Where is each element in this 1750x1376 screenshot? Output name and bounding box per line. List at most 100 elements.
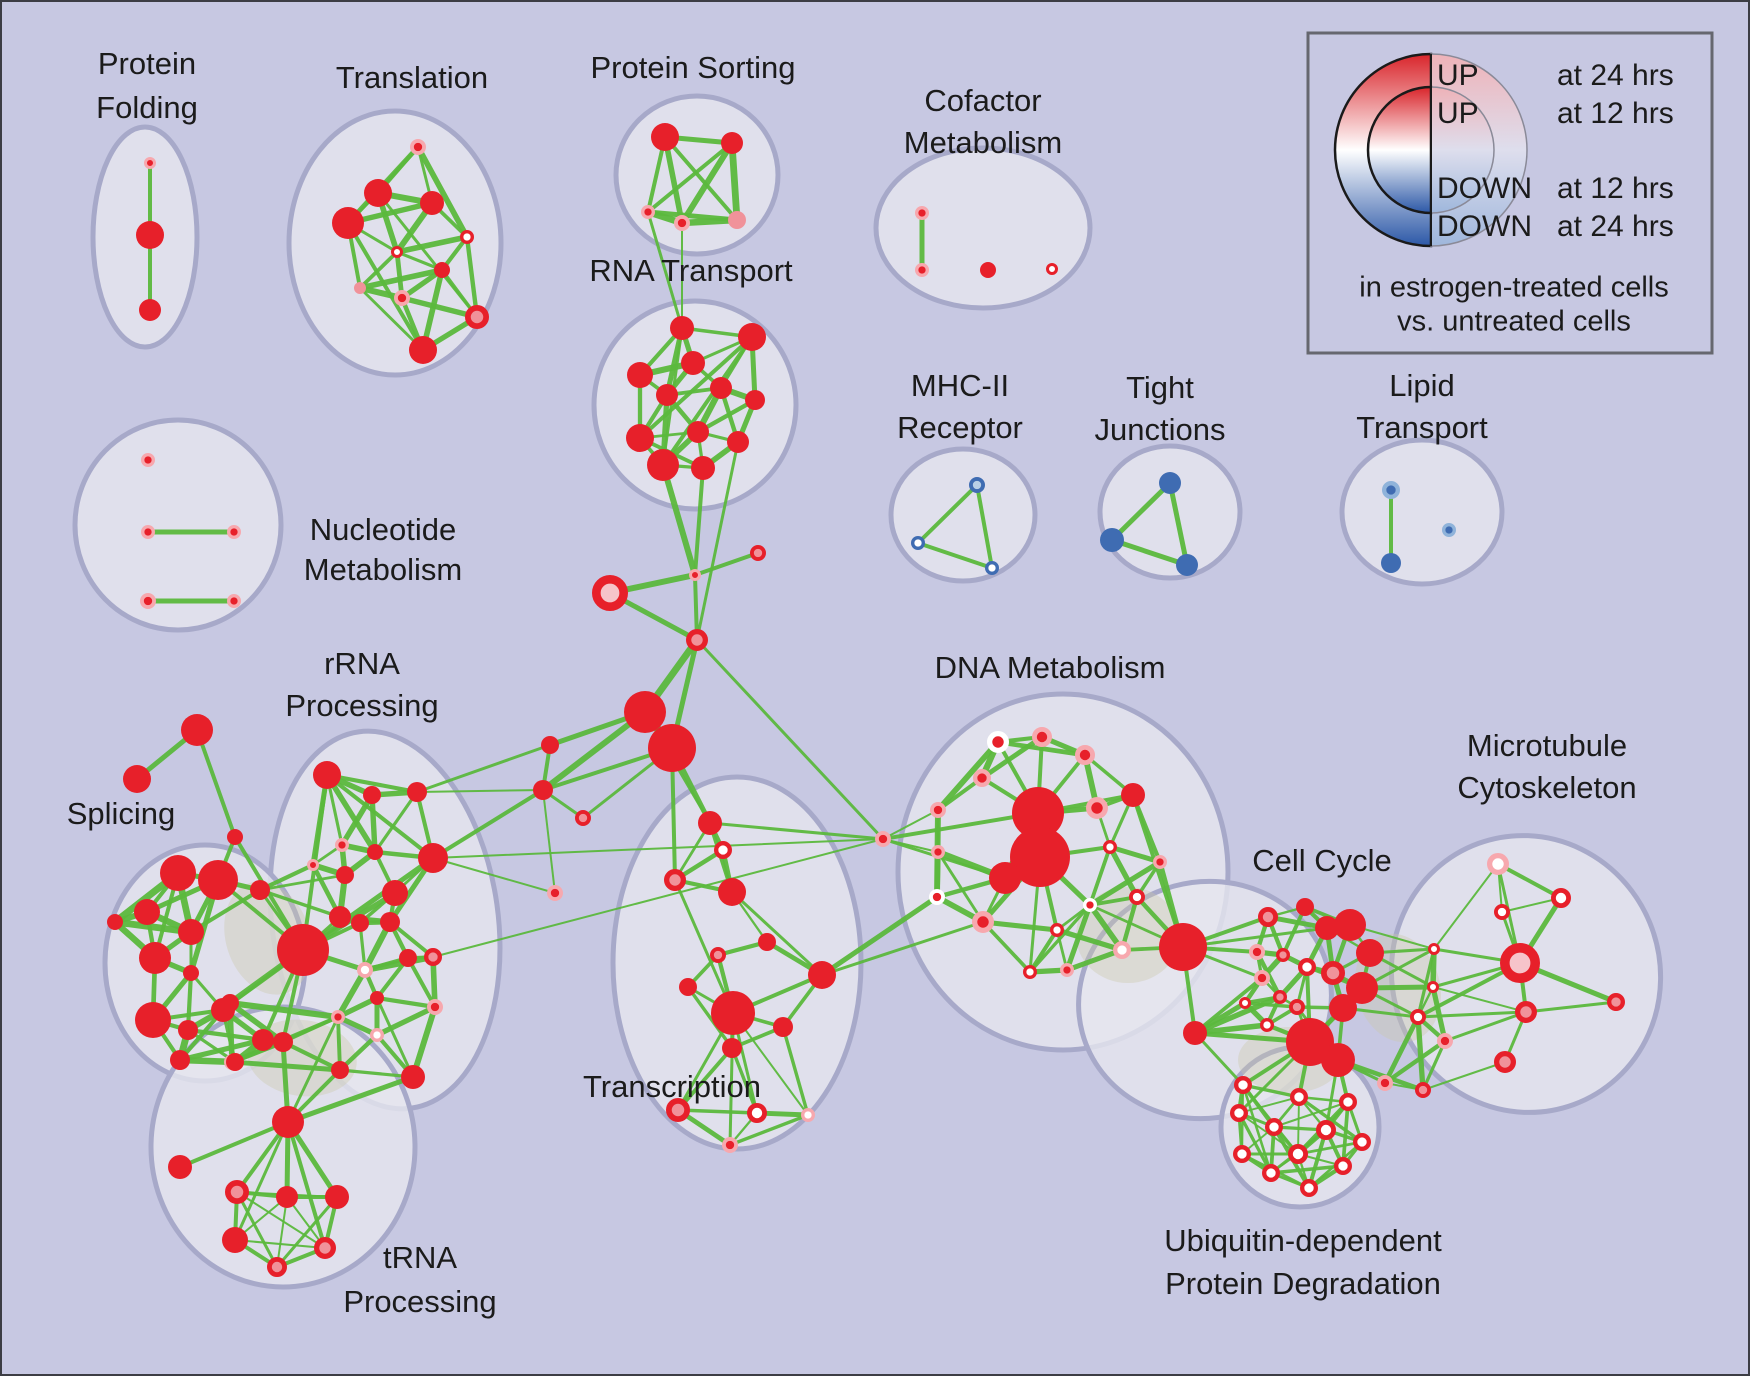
gene-node-sp-10 (170, 1050, 190, 1070)
label-ubiquitin-degradation-line0: Ubiquitin-dependent (1164, 1223, 1442, 1258)
gene-node-ub-9 (1262, 1164, 1281, 1183)
edge (374, 1004, 438, 1038)
gene-node-rr-11 (329, 906, 351, 928)
edge (410, 1004, 438, 1080)
edge (1107, 844, 1140, 900)
gene-node-rt-4 (656, 384, 678, 406)
legend-direction-3: DOWN (1437, 210, 1532, 243)
gene-node-rt-10 (647, 449, 679, 481)
gene-node-mt-6 (1494, 1051, 1517, 1074)
gene-node-tn-1 (168, 1155, 192, 1179)
gene-node-ub-1 (1290, 1088, 1309, 1107)
gene-node-dm-4 (929, 801, 946, 818)
edge (881, 811, 1040, 841)
gene-node-mh-0 (968, 477, 985, 494)
edge (662, 134, 685, 226)
gene-node-fx-12 (227, 829, 243, 845)
edge (415, 743, 552, 794)
gene-node-nm-1 (140, 524, 155, 539)
label-rna-transport-line0: RNA Transport (589, 253, 793, 288)
edge (1443, 1010, 1528, 1043)
edge (695, 440, 740, 642)
gene-node-cc-21 (1410, 1008, 1427, 1025)
label-rrna-processing-line0: rRNA (324, 646, 400, 681)
gene-node-cf-0 (914, 205, 929, 220)
gene-node-ps-2 (640, 204, 655, 219)
gene-node-mt-3 (1500, 942, 1541, 983)
gene-node-nm-0 (140, 452, 155, 467)
gene-node-dm-18 (1113, 940, 1132, 959)
gene-node-tc-9 (773, 1017, 793, 1037)
edge (1107, 844, 1163, 865)
label-cofactor-metabolism-line1: Metabolism (904, 125, 1063, 160)
gene-node-rr-15 (399, 949, 417, 967)
edge (1307, 1128, 1328, 1190)
legend-direction-0: UP (1437, 59, 1479, 92)
edge (1109, 480, 1173, 543)
edge (819, 894, 940, 978)
edge (882, 809, 939, 840)
gene-node-ub-10 (1334, 1157, 1353, 1176)
gene-node-fx-13 (874, 830, 891, 847)
edge (981, 920, 1032, 974)
gene-node-tn-7 (266, 1257, 287, 1278)
gene-node-dm-2 (1075, 745, 1096, 766)
edge (975, 483, 994, 570)
gene-node-dm-15 (1129, 888, 1146, 905)
edge (728, 139, 741, 224)
gene-node-cc-10 (1254, 969, 1271, 986)
edge (339, 792, 375, 848)
edge (730, 1046, 759, 1115)
edge (646, 210, 684, 330)
label-protein-folding-line1: Folding (96, 90, 198, 125)
edge (335, 1014, 380, 1038)
gene-node-nm-3 (139, 592, 156, 609)
edge (1273, 1101, 1349, 1128)
gene-node-tc-0 (698, 811, 722, 835)
gene-node-lp-2 (1442, 522, 1457, 537)
edge (660, 462, 698, 578)
gene-node-dm-14 (972, 911, 995, 934)
edge (226, 999, 342, 1021)
gene-node-tc-11 (666, 1098, 691, 1123)
edge (1433, 863, 1499, 950)
edge (661, 335, 754, 467)
gene-node-dm-6 (1086, 797, 1109, 820)
label-ubiquitin-degradation-line1: Protein Degradation (1165, 1266, 1441, 1301)
edge (1167, 480, 1190, 568)
gene-node-pf-1 (136, 221, 164, 249)
gene-node-cc-22 (1437, 1033, 1454, 1050)
gene-node-mt-1 (1551, 888, 1572, 909)
edge (375, 996, 415, 1079)
gene-node-tr-8 (394, 290, 411, 307)
edge (1382, 1014, 1421, 1086)
gene-node-cc-17 (1321, 1043, 1355, 1077)
gene-node-ub-2 (1339, 1093, 1358, 1112)
edge (676, 1108, 759, 1115)
gene-node-rr-20 (273, 1032, 293, 1052)
edge (310, 772, 330, 868)
gene-node-rt-9 (727, 431, 749, 453)
gene-node-cc-14 (1289, 998, 1306, 1015)
gene-node-cc-6 (1276, 947, 1291, 962)
edge (416, 789, 544, 793)
edge (693, 551, 760, 577)
legend-direction-2: DOWN (1437, 172, 1532, 205)
edge (676, 1046, 734, 1112)
edge (189, 888, 262, 934)
gene-node-tn-5 (222, 1227, 248, 1253)
gene-node-cc-3 (1334, 909, 1366, 941)
gene-node-tc-10 (722, 1038, 742, 1058)
edge (1496, 862, 1563, 900)
gene-node-tn-2 (225, 1180, 250, 1205)
gene-node-rr-12 (351, 914, 369, 932)
gene-node-rr-0 (313, 761, 341, 789)
edge (781, 1025, 810, 1117)
edge (325, 773, 435, 860)
edge (693, 466, 705, 577)
gene-node-dm-11 (1153, 854, 1168, 869)
legend-time-0: at 24 hrs (1557, 59, 1674, 92)
gene-node-rr-1 (363, 786, 381, 804)
gene-node-tr-5 (391, 246, 403, 258)
edge (358, 250, 399, 290)
